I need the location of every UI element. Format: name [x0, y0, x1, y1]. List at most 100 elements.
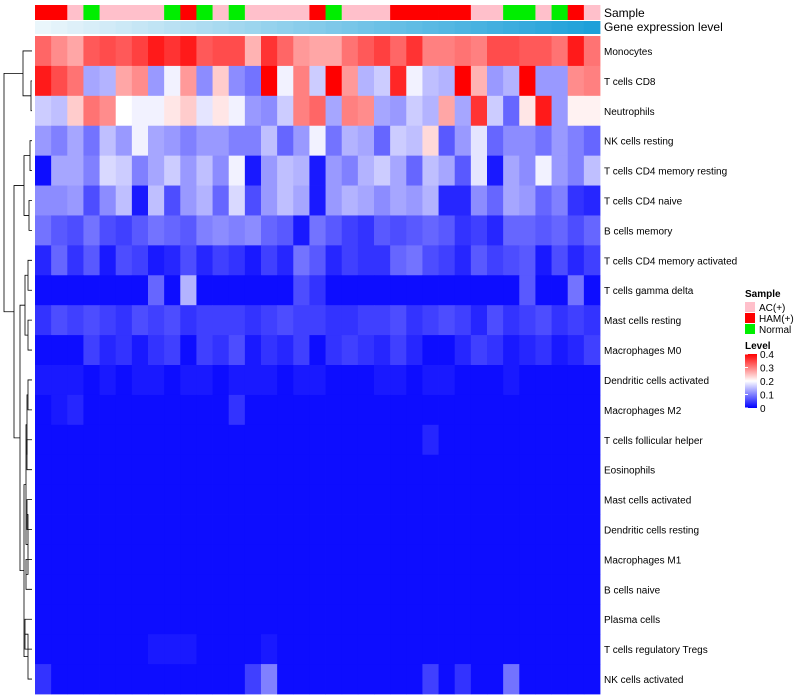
heatmap-cell — [357, 544, 375, 575]
heatmap-cell — [519, 65, 536, 97]
heatmap-cell — [551, 36, 569, 67]
heatmap-cell — [51, 65, 68, 97]
heatmap-cell — [325, 394, 343, 426]
heatmap-cell — [487, 604, 504, 635]
heatmap-cell — [148, 574, 165, 605]
heatmap-cell — [470, 424, 488, 456]
sample-cell — [487, 5, 504, 20]
heatmap-cell — [454, 155, 472, 186]
heatmap-cell — [51, 484, 68, 515]
sample-cell — [374, 5, 391, 20]
heatmap-cell — [470, 36, 488, 67]
heatmap-cell — [583, 574, 601, 605]
expression-cell — [535, 21, 552, 34]
sample-cell — [309, 5, 326, 20]
heatmap-cell — [212, 454, 230, 486]
heatmap-cell — [567, 36, 585, 67]
expression-cell — [228, 21, 246, 34]
heatmap-cell — [519, 664, 536, 695]
sample-cell — [212, 5, 230, 20]
heatmap-cell — [309, 454, 326, 486]
heatmap-cell — [487, 95, 504, 127]
level-tick-label: 0.3 — [760, 364, 774, 375]
sample-cell — [341, 5, 359, 20]
heatmap-cell — [535, 604, 552, 635]
heatmap-cell — [357, 484, 375, 515]
heatmap-cell — [406, 65, 423, 97]
heatmap-cell — [148, 275, 165, 306]
heatmap-cell — [309, 424, 326, 456]
heatmap-cell — [438, 424, 456, 456]
heatmap-cell — [390, 634, 407, 665]
heatmap-cell — [277, 305, 294, 336]
dendrogram-branch — [26, 394, 28, 455]
heatmap-cell — [228, 125, 246, 157]
heatmap-cell — [406, 484, 423, 515]
heatmap-cell — [470, 65, 488, 97]
heatmap-cell — [519, 125, 536, 157]
heatmap-cell — [131, 544, 149, 575]
expression-cell — [99, 21, 117, 34]
heatmap-cell — [438, 484, 456, 515]
sample-legend-label: Normal — [759, 325, 791, 336]
heatmap-cell — [325, 245, 343, 276]
heatmap-cell — [390, 394, 407, 426]
heatmap-cell — [390, 36, 407, 67]
heatmap-cell — [51, 664, 68, 695]
heatmap-cell — [115, 305, 133, 336]
heatmap-cell — [196, 544, 213, 575]
heatmap-cell — [293, 185, 310, 216]
heatmap-cell — [535, 305, 552, 336]
heatmap-cell — [244, 574, 262, 605]
heatmap-cell — [551, 634, 569, 665]
row-label: Monocytes — [604, 47, 652, 58]
heatmap-cell — [115, 185, 133, 216]
heatmap-cell — [164, 365, 181, 396]
heatmap-cell — [83, 275, 100, 306]
heatmap-cell — [67, 664, 84, 695]
heatmap-cell — [115, 394, 133, 426]
heatmap-cell — [422, 544, 439, 575]
heatmap-cell — [567, 574, 585, 605]
heatmap-cell — [309, 36, 326, 67]
heatmap-cell — [535, 65, 552, 97]
heatmap-cell — [535, 514, 552, 545]
sample-cell — [583, 5, 601, 20]
heatmap-cell — [390, 275, 407, 306]
heatmap-cell — [503, 514, 520, 545]
heatmap-cell — [99, 544, 117, 575]
level-legend-title: Level — [745, 341, 771, 352]
heatmap-cell — [503, 664, 520, 695]
heatmap-cell — [309, 65, 326, 97]
heatmap-cell — [164, 95, 181, 127]
heatmap-cell — [341, 305, 359, 336]
heatmap-cell — [341, 514, 359, 545]
heatmap-cell — [374, 574, 391, 605]
heatmap-cell — [406, 245, 423, 276]
heatmap-cell — [503, 604, 520, 635]
sample-cell — [131, 5, 149, 20]
heatmap-cell — [374, 125, 391, 157]
heatmap-cell — [583, 245, 601, 276]
dendrogram-branch — [27, 259, 32, 291]
row-label: T cells follicular helper — [604, 436, 703, 447]
heatmap-cell — [180, 574, 197, 605]
heatmap-cell — [67, 634, 84, 665]
heatmap-cell — [325, 305, 343, 336]
heatmap-cell — [487, 454, 504, 486]
heatmap-cell — [51, 574, 68, 605]
heatmap-cell — [535, 454, 552, 486]
heatmap-cell — [277, 95, 294, 127]
heatmap-cell — [244, 454, 262, 486]
heatmap-cell — [131, 454, 149, 486]
row-label: NK cells activated — [604, 675, 683, 686]
heatmap-cell — [244, 544, 262, 575]
heatmap-cell — [422, 484, 439, 515]
heatmap-cell — [67, 335, 84, 366]
heatmap-cell — [115, 365, 133, 396]
heatmap-cell — [454, 634, 472, 665]
heatmap-cell — [341, 544, 359, 575]
heatmap-cell — [535, 125, 552, 157]
heatmap-cell — [131, 155, 149, 186]
sample-cell — [470, 5, 488, 20]
